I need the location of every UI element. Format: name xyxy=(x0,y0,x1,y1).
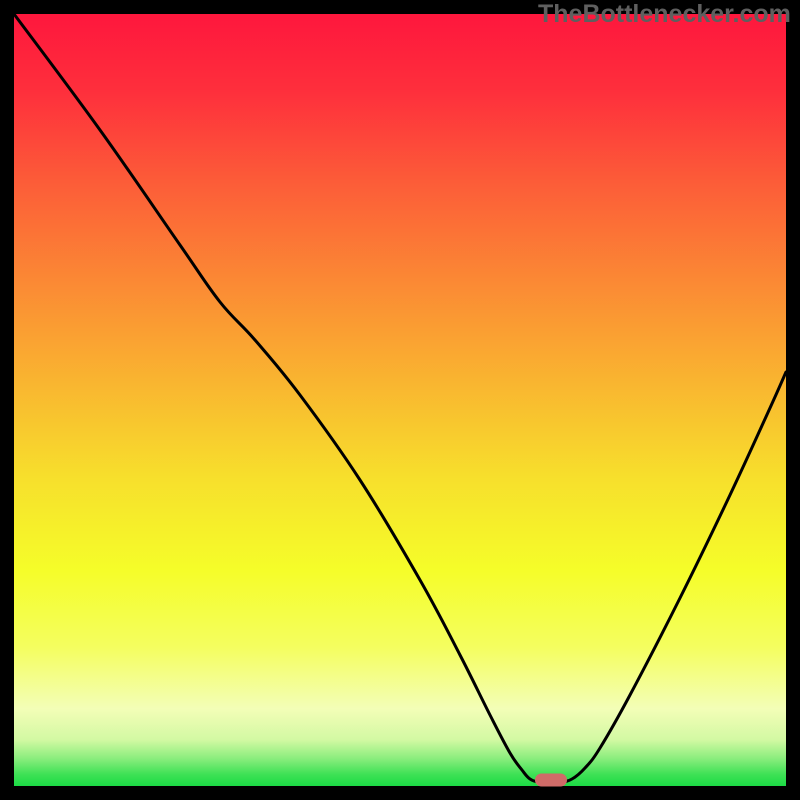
chart-frame: TheBottlenecker.com xyxy=(0,0,800,800)
plot-background xyxy=(14,14,786,786)
bottleneck-chart xyxy=(0,0,800,800)
sweet-spot-marker xyxy=(535,774,567,787)
watermark-text: TheBottlenecker.com xyxy=(538,0,791,29)
